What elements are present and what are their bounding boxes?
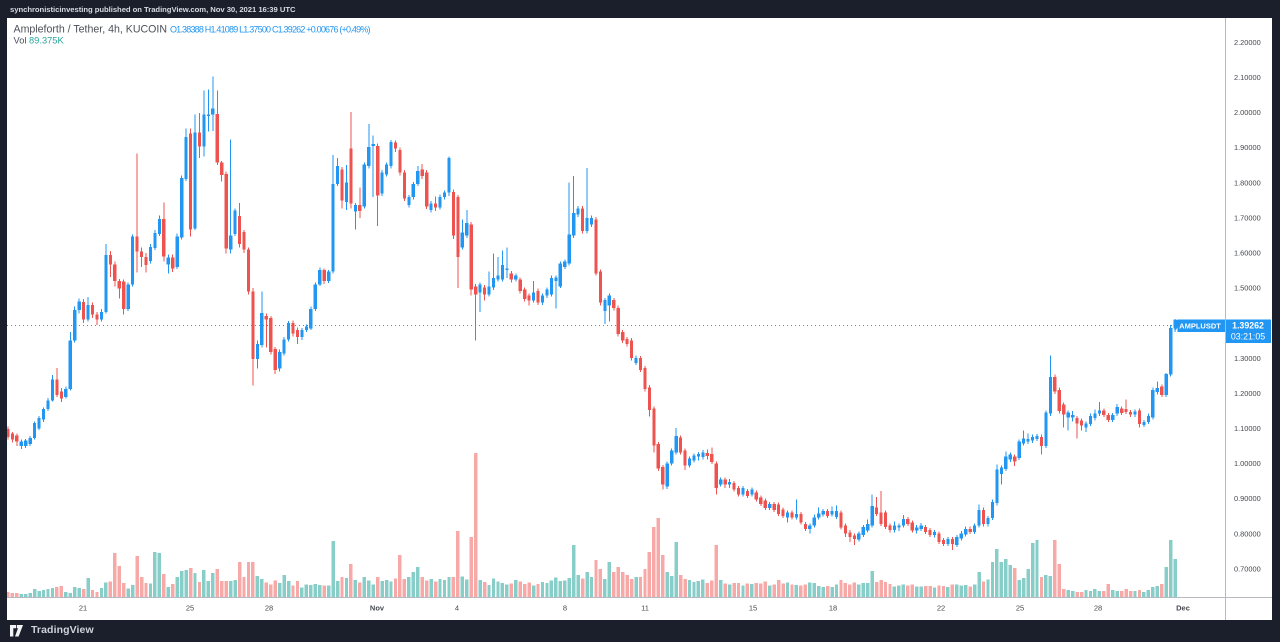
svg-text:Vol 89.375K: Vol 89.375K (14, 36, 65, 46)
svg-text:2.10000: 2.10000 (1234, 73, 1261, 82)
svg-text:Dec: Dec (1176, 604, 1190, 613)
svg-text:1.30000: 1.30000 (1234, 354, 1261, 363)
svg-text:1.39262: 1.39262 (1232, 321, 1264, 331)
svg-text:0.80000: 0.80000 (1234, 529, 1261, 538)
svg-text:15: 15 (749, 604, 757, 613)
svg-text:AMPLUSDT: AMPLUSDT (1179, 322, 1221, 331)
svg-text:1.70000: 1.70000 (1234, 213, 1261, 222)
svg-text:8: 8 (563, 604, 567, 613)
svg-text:1.60000: 1.60000 (1234, 249, 1261, 258)
svg-text:21: 21 (79, 604, 87, 613)
svg-text:18: 18 (829, 604, 837, 613)
svg-text:28: 28 (265, 604, 273, 613)
svg-text:1.00000: 1.00000 (1234, 459, 1261, 468)
svg-text:28: 28 (1094, 604, 1102, 613)
svg-text:1.80000: 1.80000 (1234, 178, 1261, 187)
svg-text:25: 25 (186, 604, 194, 613)
svg-text:Ampleforth / Tether, 4h, KUCOI: Ampleforth / Tether, 4h, KUCOIN O1.38388… (14, 24, 371, 36)
svg-text:1.10000: 1.10000 (1234, 424, 1261, 433)
svg-text:4: 4 (455, 604, 459, 613)
svg-text:22: 22 (937, 604, 945, 613)
svg-text:11: 11 (641, 604, 649, 613)
svg-text:03:21:05: 03:21:05 (1231, 331, 1265, 341)
svg-text:1.20000: 1.20000 (1234, 389, 1261, 398)
svg-text:Nov: Nov (370, 604, 385, 613)
svg-text:1.90000: 1.90000 (1234, 143, 1261, 152)
svg-text:0.90000: 0.90000 (1234, 494, 1261, 503)
svg-text:0.70000: 0.70000 (1234, 564, 1261, 573)
svg-text:25: 25 (1016, 604, 1024, 613)
svg-text:2.20000: 2.20000 (1234, 38, 1261, 47)
svg-text:1.50000: 1.50000 (1234, 284, 1261, 293)
svg-text:2.00000: 2.00000 (1234, 108, 1261, 117)
